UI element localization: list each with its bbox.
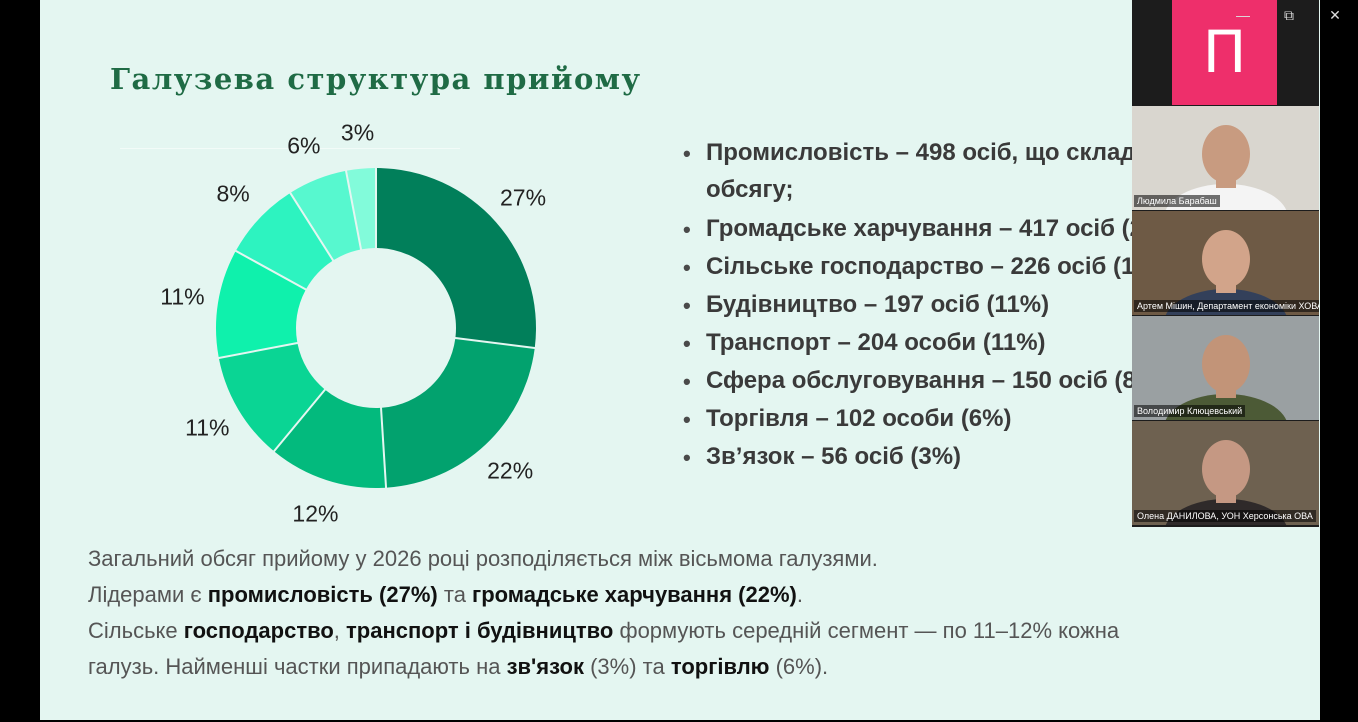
host-avatar-tile[interactable]: П [1172, 0, 1277, 105]
donut-slice [291, 171, 361, 260]
participant-tile[interactable]: Артем Мішин, Департамент економіки ХОВА [1132, 211, 1319, 315]
summary-text-part: (6%). [769, 654, 829, 679]
window-controls: — ⧉ ✕ [1225, 0, 1358, 30]
summary-bold: транспорт і будівництво [346, 618, 614, 643]
slice-label: 11% [185, 414, 230, 441]
participant-tile[interactable]: Олена ДАНИЛОВА, УОН Херсонська ОВА [1132, 421, 1319, 525]
bullet-item: Сільське господарство – 226 осіб (12%) [683, 248, 1176, 287]
donut-slice [382, 339, 535, 488]
bullet-item: Будівництво – 197 осіб (11%) [683, 286, 1176, 325]
summary-text-part: формують середній сегмент — по 11–12% ко… [613, 618, 1120, 643]
participant-name: Людмила Барабаш [1134, 195, 1220, 207]
presentation-slide: Галузева структура прийому 27% 22% 12% 11% 1… [40, 0, 1320, 720]
summary-bold: громадське харчування (22%) [472, 582, 797, 607]
summary-text-part: Загальний обсяг прийому у 2026 році розп… [88, 546, 878, 571]
summary-bold: зв'язок [506, 654, 584, 679]
slide-title: Галузева структура прийому [110, 62, 642, 96]
bullet-list-container: Промисловість – 498 осіб, що складає 27%… [683, 130, 1176, 490]
summary-bold: промисловість (27%) [207, 582, 438, 607]
slice-label: 8% [216, 180, 250, 207]
divider [120, 148, 460, 149]
slice-label: 6% [287, 132, 321, 159]
participant-name: Володимир Клюцевський [1134, 405, 1246, 417]
summary-text-part: Сільське [88, 618, 184, 643]
slice-label: 27% [499, 184, 547, 211]
summary-line: галузь. Найменші частки припадають на зв… [88, 649, 1268, 685]
bullet-item: Промисловість – 498 осіб, що складає 27%… [683, 134, 1176, 208]
summary-text-part: галузь. Найменші частки припадають на [88, 654, 507, 679]
summary-text-part: та [437, 582, 473, 607]
donut-slice [236, 193, 333, 289]
participant-tile[interactable]: Людмила Барабаш [1132, 106, 1319, 210]
slice-label: 12% [292, 500, 339, 527]
bullet-item: Громадське харчування – 417 осіб (22%) [683, 210, 1176, 249]
slice-label: 22% [487, 457, 534, 484]
host-avatar-letter: П [1202, 18, 1247, 86]
restore-icon[interactable]: ⧉ [1284, 7, 1294, 23]
donut-slice [219, 343, 325, 451]
bullet-item: Зв’язок – 56 осіб (3%) [683, 438, 1176, 477]
participant-tile[interactable]: Володимир Клюцевський [1132, 316, 1319, 420]
summary-text-part: . [796, 582, 803, 607]
summary-line: Сільське господарство, транспорт і будів… [88, 613, 1268, 649]
participant-name: Артем Мішин, Департамент економіки ХОВА [1134, 300, 1319, 312]
bullet-list: Промисловість – 498 осіб, що складає 27%… [683, 134, 1176, 477]
donut-slice [274, 390, 386, 488]
summary-text: Загальний обсяг прийому у 2026 році розп… [88, 541, 1268, 685]
donut-chart [216, 168, 536, 488]
summary-text-part: , [333, 618, 347, 643]
summary-line: Лідерами є промисловість (27%) та громад… [88, 577, 1268, 613]
slice-label: 11% [160, 283, 205, 310]
bullet-item: Торгівля – 102 особи (6%) [683, 400, 1176, 439]
donut-slice [376, 168, 536, 348]
summary-bold: торгівлю [670, 654, 770, 679]
donut-slice [216, 251, 306, 357]
bullet-item: Сфера обслуговування – 150 осіб (8%) [683, 362, 1176, 401]
slice-label: 3% [340, 119, 375, 146]
summary-text-part: Лідерами є [88, 582, 208, 607]
summary-bold: господарство [183, 618, 334, 643]
close-icon[interactable]: ✕ [1329, 7, 1341, 23]
summary-line: Загальний обсяг прийому у 2026 році розп… [88, 541, 1268, 577]
bullet-item: Транспорт – 204 особи (11%) [683, 324, 1176, 363]
donut-slice [347, 168, 376, 250]
participant-name: Олена ДАНИЛОВА, УОН Херсонська ОВА [1134, 510, 1316, 522]
minimize-icon[interactable]: — [1236, 7, 1250, 23]
summary-text-part: (3%) та [583, 654, 671, 679]
